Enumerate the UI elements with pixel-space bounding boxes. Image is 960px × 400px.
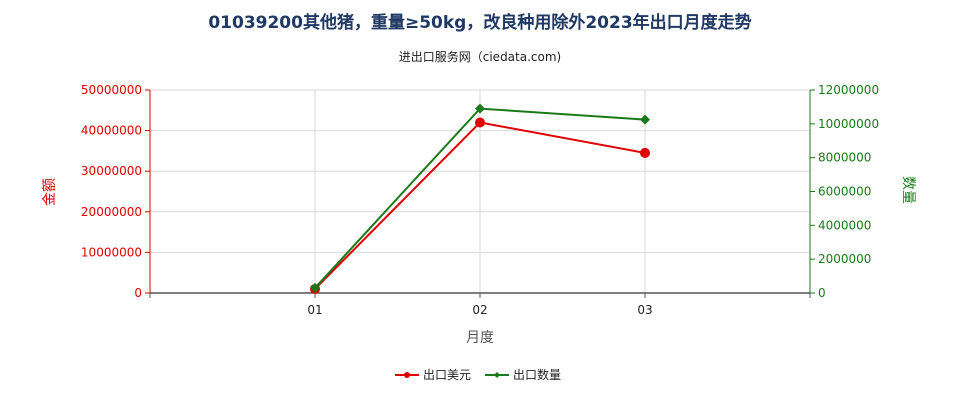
series-2-point xyxy=(475,103,485,114)
legend-marker xyxy=(494,372,500,378)
left-tick-label: 10000000 xyxy=(81,245,142,259)
legend-label: 出口数量 xyxy=(513,367,561,382)
right-tick-label: 10000000 xyxy=(818,117,879,131)
left-tick-label: 0 xyxy=(134,286,142,300)
left-axis-label: 金额 xyxy=(42,178,58,206)
x-tick-label: 02 xyxy=(472,303,487,317)
x-axis-label: 月度 xyxy=(466,330,494,346)
right-axis-ticks: 0 2000000 4000000 6000000 8000000 10000000 120… xyxy=(810,83,879,300)
left-tick-label: 50000000 xyxy=(81,83,142,97)
x-tick-label: 01 xyxy=(307,303,322,317)
right-tick-label: 6000000 xyxy=(818,185,871,199)
chart-title: 01039200其他猪，重量≥50kg，改良种用除外2023年出口月度走势 xyxy=(208,13,752,33)
x-tick-label: 03 xyxy=(637,303,652,317)
right-tick-label: 4000000 xyxy=(818,218,871,232)
right-tick-label: 0 xyxy=(818,286,826,300)
right-tick-label: 2000000 xyxy=(818,252,871,266)
right-axis-label: 数量 xyxy=(900,176,916,204)
series-2-point xyxy=(310,282,320,293)
series-group xyxy=(310,103,650,294)
legend: 出口美元 出口数量 xyxy=(395,367,561,382)
chart-subtitle: 进出口服务网（ciedata.com) xyxy=(398,50,562,64)
left-tick-label: 30000000 xyxy=(81,164,142,178)
series-2-point xyxy=(640,114,650,125)
left-axis-ticks: 0 10000000 20000000 30000000 40000000 5000000… xyxy=(81,83,150,300)
series-1-point xyxy=(475,117,485,128)
right-tick-label: 12000000 xyxy=(818,83,879,97)
left-tick-label: 20000000 xyxy=(81,205,142,219)
x-axis-ticks: 01 02 03 xyxy=(149,293,811,317)
legend-marker xyxy=(404,372,410,378)
right-tick-label: 8000000 xyxy=(818,151,871,165)
left-tick-label: 40000000 xyxy=(81,124,142,138)
series-1-point xyxy=(640,147,650,158)
legend-label: 出口美元 xyxy=(423,368,471,382)
